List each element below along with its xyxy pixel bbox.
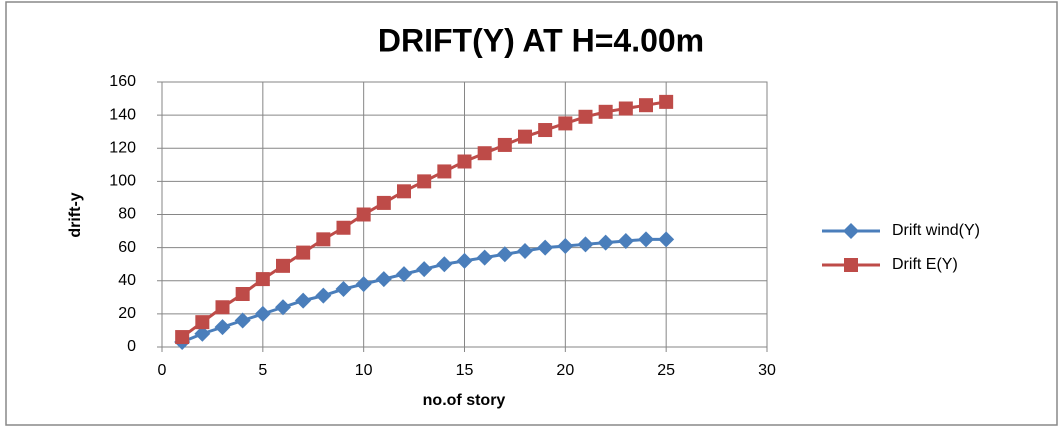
x-tick-label: 15 (456, 362, 474, 379)
data-point (355, 276, 372, 293)
y-tick-label: 20 (118, 305, 136, 322)
data-point (315, 287, 332, 304)
data-point (477, 146, 492, 161)
legend-marker (844, 258, 858, 272)
y-tick-label: 160 (109, 73, 136, 90)
data-point (517, 242, 533, 259)
data-point (376, 195, 391, 210)
data-point (618, 101, 633, 116)
data-point (558, 116, 573, 131)
y-tick-label: 120 (109, 139, 136, 156)
data-point (639, 98, 653, 113)
data-point (598, 104, 613, 119)
data-point (234, 312, 251, 329)
x-tick-label: 30 (758, 362, 776, 379)
data-point (538, 123, 553, 138)
data-point (396, 266, 412, 283)
x-axis-label: no.of story (423, 392, 506, 409)
data-point (195, 315, 210, 330)
data-point (497, 137, 512, 152)
x-tick-label: 25 (657, 362, 675, 379)
y-tick-label: 60 (118, 239, 136, 256)
data-point (375, 271, 392, 288)
data-point (638, 231, 654, 248)
chart-title: DRIFT(Y) AT H=4.00m (378, 22, 704, 58)
data-point (557, 237, 574, 254)
data-point (518, 129, 532, 144)
data-point (335, 281, 352, 298)
x-tick-label: 5 (258, 362, 267, 379)
y-tick-label: 100 (109, 173, 136, 190)
data-point (457, 154, 472, 169)
data-point (296, 245, 311, 260)
y-axis-label: drift-y (67, 192, 84, 237)
data-point (316, 232, 331, 247)
data-point (356, 207, 371, 222)
data-point (659, 94, 674, 109)
legend-label: Drift wind(Y) (892, 222, 980, 239)
data-point (194, 325, 211, 342)
y-tick-label: 0 (127, 338, 136, 355)
data-point (254, 305, 271, 322)
data-point (295, 292, 312, 309)
data-point (336, 220, 351, 235)
data-point (255, 272, 270, 287)
data-point (215, 300, 230, 315)
data-point (456, 252, 473, 269)
data-point (436, 256, 453, 273)
y-tick-label: 140 (109, 106, 136, 123)
legend-marker (843, 223, 859, 239)
data-point (397, 184, 411, 199)
data-point (537, 239, 554, 256)
data-point (578, 109, 593, 124)
data-point (597, 234, 614, 251)
data-point (417, 174, 432, 189)
x-tick-label: 20 (556, 362, 574, 379)
data-point (275, 299, 291, 316)
y-tick-label: 40 (118, 272, 136, 289)
data-point (276, 258, 290, 273)
data-point (175, 330, 190, 345)
data-point (416, 261, 433, 278)
x-tick-label: 10 (355, 362, 373, 379)
data-point (235, 287, 250, 301)
data-point (577, 236, 594, 253)
data-point (437, 164, 452, 179)
data-point (496, 246, 513, 263)
y-tick-label: 80 (118, 206, 136, 223)
x-tick-label: 0 (158, 362, 167, 379)
legend-label: Drift E(Y) (892, 256, 958, 273)
data-point (617, 233, 634, 249)
data-point (476, 249, 493, 266)
data-point (214, 319, 231, 336)
data-point (658, 231, 675, 248)
